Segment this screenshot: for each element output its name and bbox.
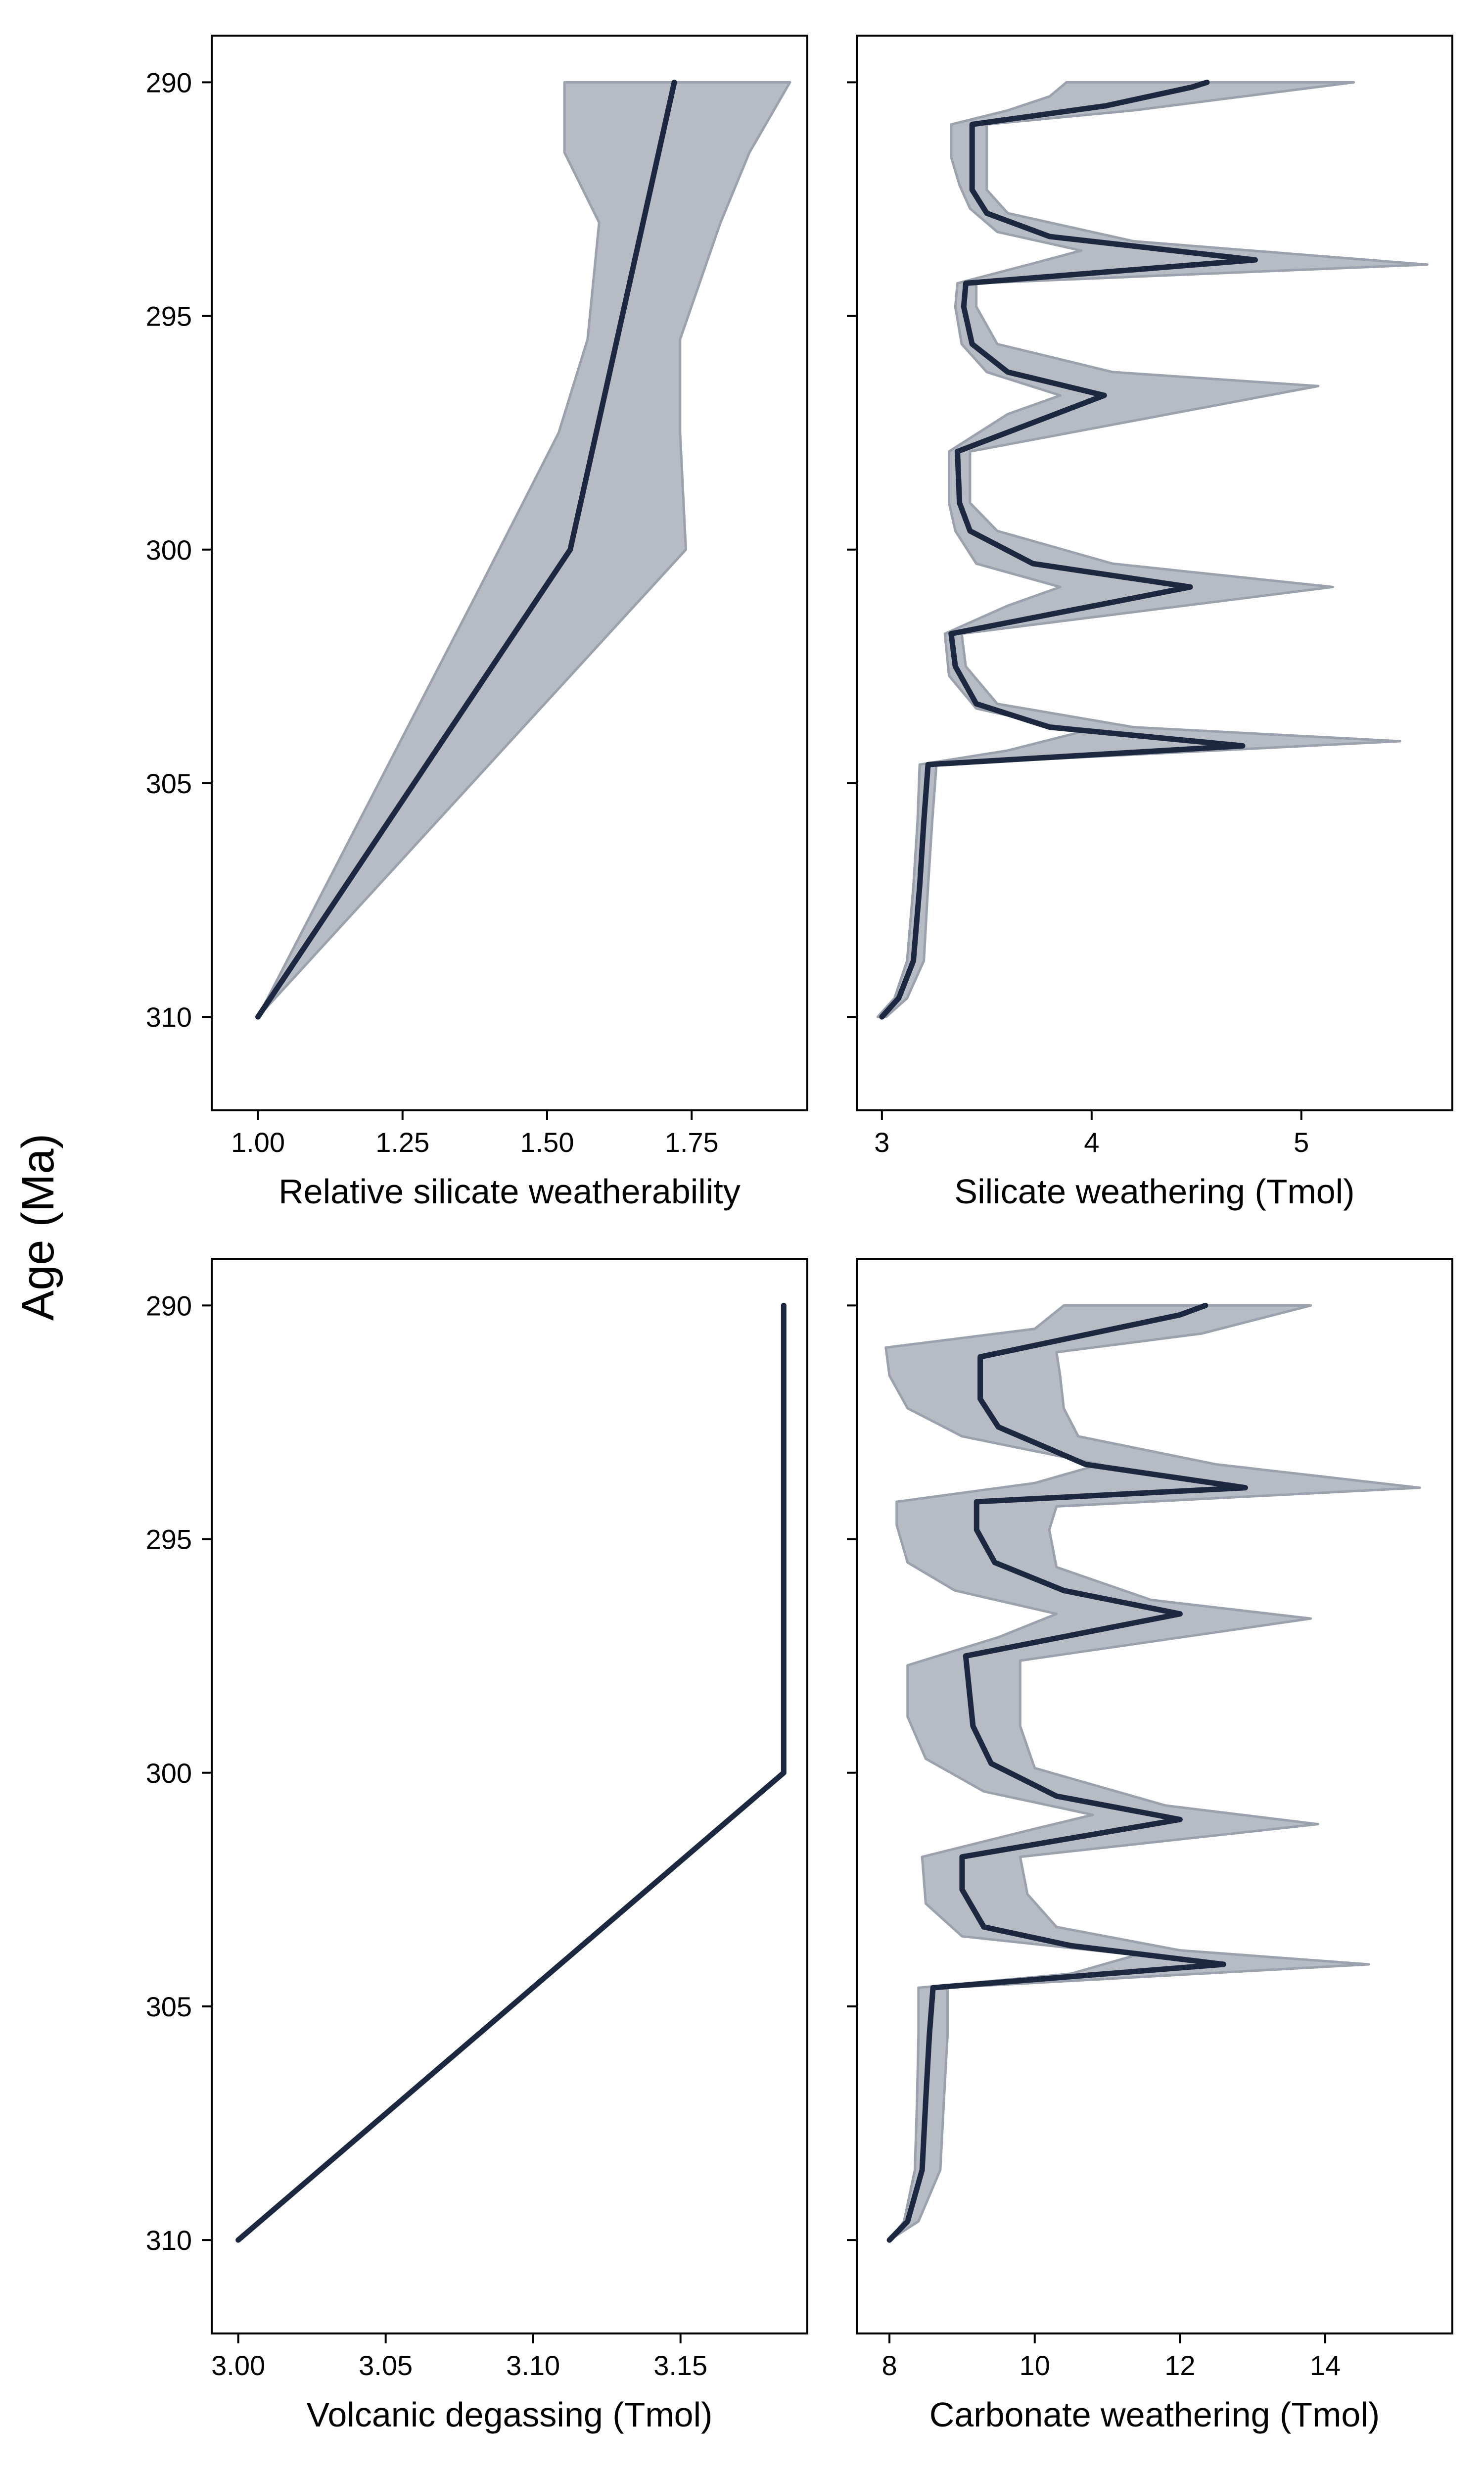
silicate-weathering-uncertainty-band	[876, 81, 1429, 1018]
volcanic-degassing-y-tick-label: 305	[146, 1991, 192, 2022]
relative-silicate-weatherability-median-line	[255, 79, 677, 1020]
relative-silicate-weatherability-x-tick-label: 1.25	[375, 1127, 429, 1158]
carbonate-weathering-x-tick-label: 10	[1020, 2350, 1050, 2381]
volcanic-degassing-x-tick-label: 3.05	[359, 2350, 413, 2381]
volcanic-degassing-median-line	[235, 1302, 787, 2243]
carbonate-weathering-x-tick-label: 12	[1164, 2350, 1195, 2381]
silicate-weathering-x-axis-label: Silicate weathering (Tmol)	[954, 1172, 1354, 1211]
shared-y-axis-label: Age (Ma)	[13, 1134, 63, 1321]
relative-silicate-weatherability-x-tick-label: 1.75	[665, 1127, 719, 1158]
relative-silicate-weatherability-y-tick-label: 290	[146, 67, 192, 98]
panel-volcanic-degassing: 3.00 3.05 3.10 3.15 290 295 300 305 310 Volcanic …	[146, 1258, 808, 2434]
volcanic-degassing-x-axis-label: Volcanic degassing (Tmol)	[307, 2395, 713, 2434]
relative-silicate-weatherability-x-tick-label: 1.50	[520, 1127, 574, 1158]
relative-silicate-weatherability-uncertainty-band	[257, 81, 791, 1018]
carbonate-weathering-median-line	[886, 1302, 1249, 2243]
panel-silicate-weathering: 3 4 5 Silicate weathering (Tmol)	[847, 35, 1453, 1211]
relative-silicate-weatherability-y-tick-label: 305	[146, 768, 192, 799]
silicate-weathering-median-line	[879, 79, 1258, 1020]
volcanic-degassing-x-tick-label: 3.15	[653, 2350, 707, 2381]
carbonate-weathering-x-axis-label: Carbonate weathering (Tmol)	[929, 2395, 1380, 2434]
relative-silicate-weatherability-x-tick-label: 1.00	[231, 1127, 285, 1158]
relative-silicate-weatherability-x-axis-label: Relative silicate weatherability	[278, 1172, 741, 1211]
silicate-weathering-axes-frame	[856, 35, 1453, 1111]
volcanic-degassing-axes-frame	[211, 1258, 808, 2334]
carbonate-weathering-uncertainty-band	[884, 1304, 1421, 2241]
silicate-weathering-x-tick-label: 3	[874, 1127, 889, 1158]
relative-silicate-weatherability-axes-frame	[211, 35, 808, 1111]
relative-silicate-weatherability-y-tick-label: 295	[146, 301, 192, 332]
volcanic-degassing-y-tick-label: 295	[146, 1524, 192, 1555]
carbonate-weathering-axes-frame	[856, 1258, 1453, 2334]
carbonate-weathering-x-tick-label: 8	[881, 2350, 897, 2381]
relative-silicate-weatherability-y-tick-label: 310	[146, 1001, 192, 1033]
volcanic-degassing-y-tick-label: 310	[146, 2225, 192, 2256]
carbonate-weathering-x-tick-label: 14	[1310, 2350, 1341, 2381]
volcanic-degassing-y-tick-label: 300	[146, 1758, 192, 1789]
volcanic-degassing-x-tick-label: 3.00	[211, 2350, 265, 2381]
panel-relative-silicate-weatherability: 1.00 1.25 1.50 1.75 290 295 300 305 310 Relative …	[146, 35, 808, 1211]
silicate-weathering-x-tick-label: 4	[1084, 1127, 1099, 1158]
silicate-weathering-x-tick-label: 5	[1294, 1127, 1309, 1158]
panel-carbonate-weathering: 8 10 12 14 Carbonate weathering (Tmol)	[847, 1258, 1453, 2434]
volcanic-degassing-x-tick-label: 3.10	[506, 2350, 560, 2381]
volcanic-degassing-y-tick-label: 290	[146, 1290, 192, 1321]
relative-silicate-weatherability-y-tick-label: 300	[146, 534, 192, 566]
